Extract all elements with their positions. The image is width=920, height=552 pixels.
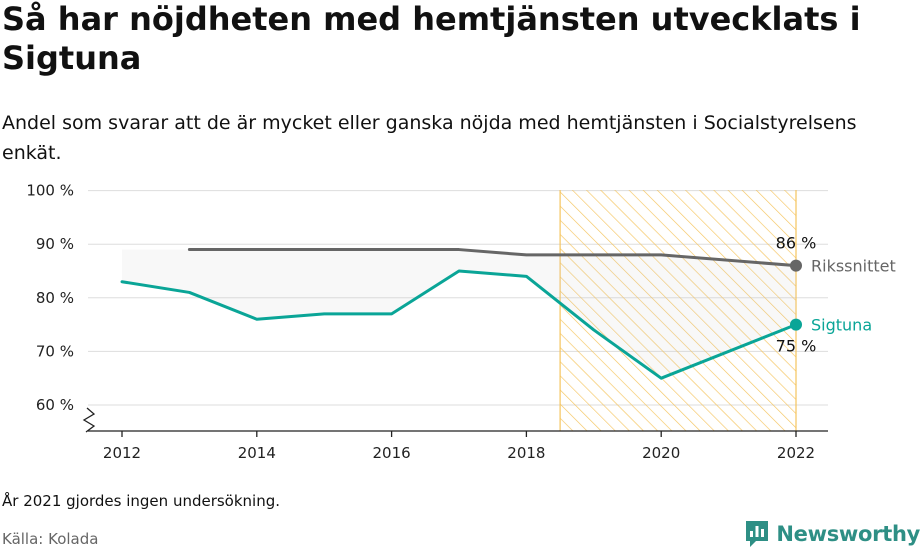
y-tick-label: 80 % <box>36 289 74 307</box>
y-tick-label: 100 % <box>26 182 74 200</box>
series-endpoint-riks <box>790 259 802 272</box>
x-tick-label: 2022 <box>777 444 815 462</box>
x-tick-label: 2020 <box>642 444 680 462</box>
series-label-sigtuna: Sigtuna <box>811 316 872 335</box>
chart-title: Så har nöjdheten med hemtjänsten utveckl… <box>2 0 861 77</box>
source-label: Källa: Kolada <box>2 530 99 548</box>
brand-logo[interactable]: Newsworthy <box>744 518 920 550</box>
footnote: År 2021 gjordes ingen undersökning. <box>2 492 281 510</box>
chart-subtitle: Andel som svarar att de är mycket eller … <box>2 112 857 164</box>
x-tick-label: 2012 <box>103 444 141 462</box>
value-label-riks: 86 % <box>776 234 817 253</box>
y-tick-label: 70 % <box>36 342 74 360</box>
series-line-sigtuna <box>120 269 798 380</box>
x-tick-label: 2016 <box>373 444 411 462</box>
newsworthy-logo-icon <box>746 521 769 547</box>
series-line-riks <box>187 248 798 268</box>
highlight-period <box>560 190 796 431</box>
x-tick-label: 2018 <box>507 444 545 462</box>
y-tick-label: 60 % <box>36 396 74 414</box>
gap-area <box>122 249 796 379</box>
brand-name: Newsworthy <box>776 522 920 546</box>
series-label-riks: Rikssnittet <box>811 257 896 276</box>
line-chart: 60 % 70 % 80 % 90 % 100 % 2012 2014 2016 2018 202… <box>26 182 896 462</box>
x-tick-label: 2014 <box>238 444 276 462</box>
series-endpoint-sigtuna <box>790 318 802 331</box>
y-tick-label: 90 % <box>36 235 74 253</box>
axis-break-icon <box>82 407 96 433</box>
value-label-sigtuna: 75 % <box>776 337 817 356</box>
